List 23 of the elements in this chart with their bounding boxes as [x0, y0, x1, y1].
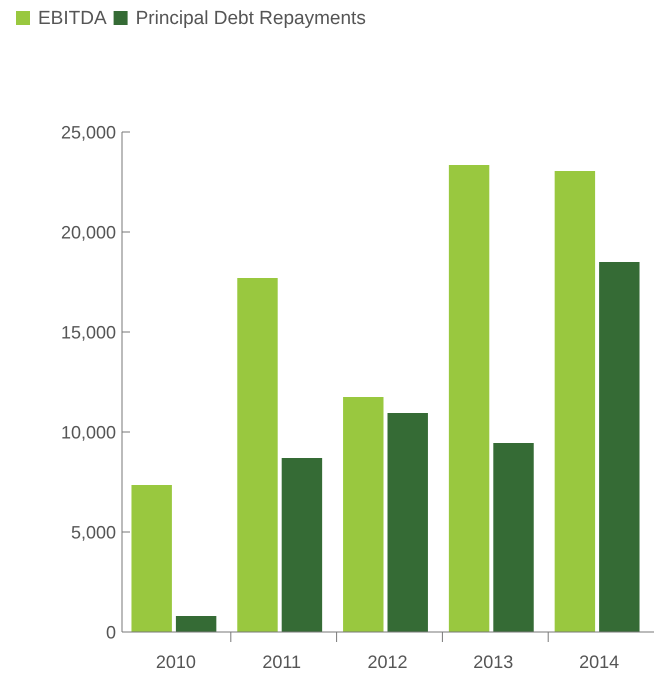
bar: [343, 397, 384, 632]
x-tick-label: 2012: [367, 652, 408, 672]
bar: [282, 458, 322, 632]
bar: [493, 443, 534, 632]
x-tick-label: 2014: [579, 652, 620, 672]
bar: [237, 278, 278, 632]
bar: [388, 413, 428, 632]
bar: [448, 165, 490, 632]
y-tick-label: 25,000: [60, 122, 116, 142]
y-tick-label: 0: [106, 622, 116, 642]
y-tick-label: 5,000: [70, 522, 116, 542]
y-tick-label: 20,000: [60, 222, 116, 242]
legend-label: EBITDA: [38, 8, 107, 29]
bar: [131, 485, 172, 632]
x-tick-label: 2013: [473, 652, 514, 672]
x-tick-label: 2011: [262, 652, 302, 672]
legend-label: Principal Debt Repayments: [136, 8, 366, 29]
y-tick-label: 10,000: [60, 422, 116, 442]
y-tick-label: 15,000: [60, 322, 116, 342]
bar: [554, 171, 596, 632]
bar: [176, 616, 216, 632]
bar: [599, 262, 640, 632]
x-tick-label: 2010: [156, 652, 196, 672]
